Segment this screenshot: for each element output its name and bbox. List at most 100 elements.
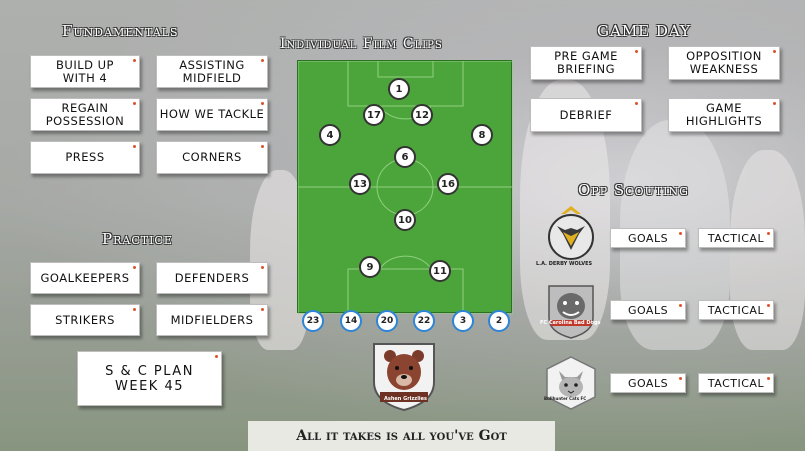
button-label: GAME HIGHLIGHTS xyxy=(685,101,763,128)
game-day-heading: GAME DAY xyxy=(597,22,692,40)
motto-banner: All it takes is all you've Got xyxy=(248,421,555,451)
goalkeepers-button[interactable]: GOALKEEPERS xyxy=(30,262,140,294)
game-highlights-button[interactable]: GAME HIGHLIGHTS xyxy=(668,98,780,132)
indicator-dot xyxy=(635,102,638,105)
team-2-tactical-button[interactable]: TACTICAL xyxy=(698,300,774,320)
team-badge: FC Carolina Bad Dogs xyxy=(540,280,602,342)
strikers-button[interactable]: STRIKERS xyxy=(30,304,140,336)
wolf-badge-icon xyxy=(548,206,594,260)
player-marker[interactable]: 1 xyxy=(388,78,410,100)
button-label: GOALKEEPERS xyxy=(40,270,130,285)
team-3-tactical-button[interactable]: TACTICAL xyxy=(698,373,774,393)
button-label: PRE GAME BRIEFING xyxy=(554,49,618,76)
assisting-midfield-button[interactable]: ASSISTING MIDFIELD xyxy=(156,55,268,88)
indicator-dot xyxy=(261,59,264,62)
team-1-goals-button[interactable]: GOALS xyxy=(610,228,686,248)
indicator-dot xyxy=(635,50,638,53)
cat-badge-icon xyxy=(546,356,596,410)
club-crest: Ashen Grizzlies xyxy=(370,340,438,412)
player-marker[interactable]: 8 xyxy=(471,124,493,146)
build-up-with-4-button[interactable]: BUILD UP WITH 4 xyxy=(30,55,140,88)
player-marker[interactable]: 16 xyxy=(437,173,459,195)
indicator-dot xyxy=(773,50,776,53)
team-badge-caption: L.A. DERBY WOLVES xyxy=(536,261,593,267)
team-2-goals-button[interactable]: GOALS xyxy=(610,300,686,320)
sc-plan-button[interactable]: S & C PLAN WEEK 45 xyxy=(77,351,222,406)
indicator-dot xyxy=(133,266,136,269)
indicator-dot xyxy=(261,308,264,311)
opp-scouting-heading: Opp Scouting xyxy=(578,181,689,199)
button-label: STRIKERS xyxy=(55,312,115,327)
button-label: DEFENDERS xyxy=(174,270,250,285)
team-badge-caption: Bullhunter Cats FC xyxy=(544,396,587,401)
bench-player-marker[interactable]: 2 xyxy=(488,310,510,332)
bench-player-marker[interactable]: 22 xyxy=(413,310,435,332)
team-badge: L.A. DERBY WOLVES xyxy=(536,203,602,267)
team-badge: Bullhunter Cats FC xyxy=(540,352,602,414)
button-label: ASSISTING MIDFIELD xyxy=(179,57,245,85)
team-3-goals-button[interactable]: GOALS xyxy=(610,373,686,393)
corners-button[interactable]: CORNERS xyxy=(156,141,268,174)
bench-player-marker[interactable]: 20 xyxy=(376,310,398,332)
button-label: GOALS xyxy=(627,231,669,245)
midfielders-button[interactable]: MIDFIELDERS xyxy=(156,304,268,336)
button-label: GOALS xyxy=(627,303,669,317)
indicator-dot xyxy=(261,145,264,148)
regain-possession-button[interactable]: REGAIN POSSESSION xyxy=(30,98,140,131)
button-label: DEBRIEF xyxy=(559,107,613,122)
indicator-dot xyxy=(767,304,770,307)
button-label: TACTICAL xyxy=(707,231,765,245)
indicator-dot xyxy=(261,266,264,269)
indicator-dot xyxy=(773,102,776,105)
player-marker[interactable]: 6 xyxy=(394,146,416,168)
bulldog-badge-icon xyxy=(548,285,594,339)
indicator-dot xyxy=(133,59,136,62)
button-label: PRESS xyxy=(65,150,105,164)
motto-text: All it takes is all you've Got xyxy=(296,428,507,444)
player-marker[interactable]: 11 xyxy=(429,260,451,282)
indicator-dot xyxy=(679,232,682,235)
opposition-weakness-button[interactable]: OPPOSITION WEAKNESS xyxy=(668,46,780,80)
button-label: MIDFIELDERS xyxy=(170,312,254,327)
pitch-markings xyxy=(298,61,513,314)
button-label: OPPOSITION WEAKNESS xyxy=(686,49,762,76)
press-button[interactable]: PRESS xyxy=(30,141,140,174)
bear-crest-icon xyxy=(373,343,435,412)
indicator-dot xyxy=(679,377,682,380)
indicator-dot xyxy=(133,145,136,148)
player-marker[interactable]: 9 xyxy=(359,256,381,278)
button-label: GOALS xyxy=(627,376,669,390)
fundamentals-heading: Fundamentals xyxy=(62,22,179,40)
practice-heading: Practice xyxy=(102,230,173,248)
button-label: TACTICAL xyxy=(707,303,765,317)
bench-player-marker[interactable]: 3 xyxy=(452,310,474,332)
indicator-dot xyxy=(767,377,770,380)
bench-player-marker[interactable]: 23 xyxy=(302,310,324,332)
player-marker[interactable]: 10 xyxy=(394,209,416,231)
button-label: BUILD UP WITH 4 xyxy=(56,57,114,85)
player-marker[interactable]: 17 xyxy=(363,104,385,126)
indicator-dot xyxy=(215,355,218,358)
crest-caption: Ashen Grizzlies xyxy=(384,396,427,402)
indicator-dot xyxy=(261,102,264,105)
player-marker[interactable]: 4 xyxy=(319,124,341,146)
team-1-tactical-button[interactable]: TACTICAL xyxy=(698,228,774,248)
player-marker[interactable]: 13 xyxy=(349,173,371,195)
team-badge-caption: FC Carolina Bad Dogs xyxy=(540,320,601,326)
defenders-button[interactable]: DEFENDERS xyxy=(156,262,268,294)
pre-game-briefing-button[interactable]: PRE GAME BRIEFING xyxy=(530,46,642,80)
indicator-dot xyxy=(679,304,682,307)
film-clips-heading: Individual Film Clips xyxy=(280,36,443,52)
indicator-dot xyxy=(133,308,136,311)
debrief-button[interactable]: DEBRIEF xyxy=(530,98,642,132)
how-we-tackle-button[interactable]: HOW WE TACKLE xyxy=(156,98,268,131)
button-label: CORNERS xyxy=(182,150,242,164)
indicator-dot xyxy=(767,232,770,235)
button-label: REGAIN POSSESSION xyxy=(45,100,125,128)
player-marker[interactable]: 12 xyxy=(411,104,433,126)
indicator-dot xyxy=(133,102,136,105)
button-label: TACTICAL xyxy=(707,376,765,390)
bench-player-marker[interactable]: 14 xyxy=(340,310,362,332)
pitch xyxy=(297,60,513,314)
button-label: HOW WE TACKLE xyxy=(159,107,265,121)
